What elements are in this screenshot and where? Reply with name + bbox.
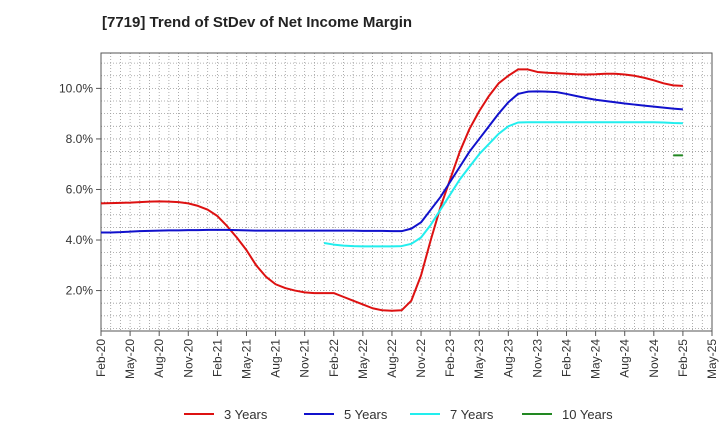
- x-tick-label: Feb-22: [327, 339, 341, 377]
- y-tick-label: 4.0%: [66, 233, 94, 247]
- x-tick-label: Aug-21: [269, 339, 283, 378]
- y-axis: 2.0% 4.0% 6.0% 8.0% 10.0%: [59, 81, 101, 298]
- x-tick-label: May-24: [589, 339, 603, 379]
- x-axis: Feb-20 May-20 Aug-20 Nov-20 Feb-21 May-21 Aug-…: [94, 331, 719, 379]
- x-tick-label: Feb-20: [94, 339, 108, 377]
- x-tick-label: Nov-24: [647, 339, 661, 378]
- x-tick-label: Aug-20: [152, 339, 166, 378]
- x-tick-label: Aug-22: [385, 339, 399, 378]
- x-tick-label: May-21: [239, 339, 253, 379]
- x-tick-label: Feb-24: [560, 339, 574, 377]
- legend-label: 10 Years: [562, 407, 613, 422]
- series-layer: [100, 68, 683, 312]
- y-tick-label: 2.0%: [66, 284, 94, 298]
- legend-label: 3 Years: [224, 407, 268, 422]
- plot-area: [101, 53, 712, 331]
- y-tick-label: 10.0%: [59, 81, 93, 95]
- y-tick-label: 8.0%: [66, 132, 94, 146]
- legend-label: 7 Years: [450, 407, 494, 422]
- x-tick-label: Aug-23: [501, 339, 515, 378]
- x-tick-label: May-22: [356, 339, 370, 379]
- y-tick-label: 6.0%: [66, 182, 94, 196]
- x-tick-label: Nov-21: [298, 339, 312, 378]
- x-tick-label: Nov-20: [181, 339, 195, 378]
- series-line-7-years: [323, 121, 683, 248]
- chart-title: [7719] Trend of StDev of Net Income Marg…: [102, 14, 413, 31]
- x-tick-label: May-20: [123, 339, 137, 379]
- legend-label: 5 Years: [344, 407, 388, 422]
- plot-border: [100, 52, 713, 332]
- legend: 3 Years 5 Years 7 Years 10 Years: [184, 407, 613, 422]
- series-line-5-years: [101, 90, 683, 234]
- x-tick-label: Feb-21: [210, 339, 224, 377]
- x-tick-label: Feb-25: [676, 339, 690, 377]
- x-tick-label: Aug-24: [618, 339, 632, 378]
- x-tick-label: Nov-23: [530, 339, 544, 378]
- x-tick-label: May-23: [472, 339, 486, 379]
- series-line-3-years: [100, 68, 683, 312]
- x-tick-label: Feb-23: [443, 339, 457, 377]
- x-tick-label: May-25: [705, 339, 719, 379]
- plot-background: [101, 53, 712, 331]
- x-tick-label: Nov-22: [414, 339, 428, 378]
